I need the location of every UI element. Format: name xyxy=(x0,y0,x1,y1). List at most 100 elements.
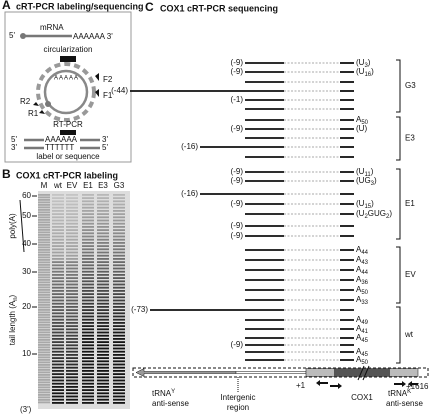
panel-title: cRT-PCR labeling/sequencing xyxy=(16,1,144,11)
band xyxy=(82,309,94,311)
band xyxy=(38,321,50,324)
band xyxy=(66,245,78,247)
band xyxy=(113,274,125,276)
band xyxy=(38,289,50,291)
scheme-box xyxy=(132,367,429,378)
row-left-label: (-9) xyxy=(231,340,244,349)
band xyxy=(38,376,50,379)
band xyxy=(113,299,125,302)
band xyxy=(82,222,94,225)
label: tRNAY xyxy=(152,389,175,399)
band xyxy=(97,261,109,263)
subscript: 50 xyxy=(361,290,368,296)
row-left-label: (-16) xyxy=(181,189,198,198)
band xyxy=(66,350,78,353)
band xyxy=(97,370,109,372)
band xyxy=(38,216,50,219)
label: 5' xyxy=(11,135,17,144)
band xyxy=(97,219,109,222)
band xyxy=(97,338,109,340)
band xyxy=(97,302,109,305)
band xyxy=(38,396,50,399)
band xyxy=(38,291,50,294)
band xyxy=(38,234,50,236)
band xyxy=(82,395,94,398)
band xyxy=(97,328,109,331)
text-part: GUG xyxy=(368,209,386,218)
band xyxy=(38,196,50,199)
band xyxy=(113,232,125,235)
band xyxy=(113,370,125,372)
band xyxy=(52,194,64,196)
band xyxy=(66,328,78,331)
band xyxy=(38,386,50,389)
subscript: 41 xyxy=(361,329,368,335)
band xyxy=(52,398,64,401)
subscript: 44 xyxy=(361,250,368,256)
band xyxy=(97,322,109,324)
band xyxy=(66,366,78,369)
band xyxy=(113,382,125,385)
band xyxy=(97,296,109,299)
band xyxy=(52,274,64,276)
band xyxy=(52,309,64,311)
band xyxy=(66,270,78,273)
band xyxy=(38,279,50,281)
panel-letter: A xyxy=(2,0,11,12)
panel-title: COX1 cRT-PCR labeling xyxy=(16,170,118,180)
band xyxy=(113,219,125,222)
band xyxy=(38,379,50,381)
label: AAAAAA 3' xyxy=(73,32,113,41)
subscript: 11 xyxy=(364,172,371,178)
band xyxy=(66,232,78,235)
band xyxy=(52,251,64,254)
band xyxy=(66,370,78,372)
band xyxy=(66,293,78,295)
band xyxy=(82,363,94,366)
row-right-label: A50 xyxy=(356,285,369,295)
band xyxy=(66,299,78,302)
band xyxy=(82,382,94,385)
band xyxy=(82,235,94,238)
row-left-label: (-73) xyxy=(131,305,148,314)
band xyxy=(97,344,109,347)
group-label: E1 xyxy=(405,199,415,208)
band xyxy=(66,318,78,321)
band xyxy=(82,331,94,334)
band xyxy=(113,210,125,212)
band xyxy=(66,206,78,209)
break xyxy=(357,365,370,381)
band xyxy=(66,210,78,212)
row-right-label: A36 xyxy=(356,275,369,285)
label: (3') xyxy=(20,405,32,414)
band xyxy=(38,204,50,206)
band xyxy=(82,203,94,206)
band xyxy=(38,306,50,309)
band xyxy=(66,213,78,215)
panel-a-box xyxy=(4,11,132,163)
text-part: A xyxy=(356,265,362,274)
tick-label: 10 xyxy=(22,349,31,358)
band xyxy=(113,197,125,199)
band xyxy=(82,206,94,209)
label: poly(A) xyxy=(8,213,17,239)
band xyxy=(97,251,109,254)
row-right-label: A45 xyxy=(356,333,369,343)
band xyxy=(113,350,125,353)
band xyxy=(113,254,125,257)
band xyxy=(52,238,64,241)
band xyxy=(38,206,50,209)
band xyxy=(82,248,94,251)
band xyxy=(82,315,94,318)
band xyxy=(52,242,64,244)
band xyxy=(97,395,109,398)
band xyxy=(66,219,78,222)
label: anti-sense xyxy=(386,399,423,408)
band xyxy=(52,293,64,295)
label: label or sequence xyxy=(36,152,100,161)
band xyxy=(113,293,125,295)
band xyxy=(52,267,64,270)
band xyxy=(82,299,94,302)
band xyxy=(82,261,94,263)
band xyxy=(66,258,78,260)
